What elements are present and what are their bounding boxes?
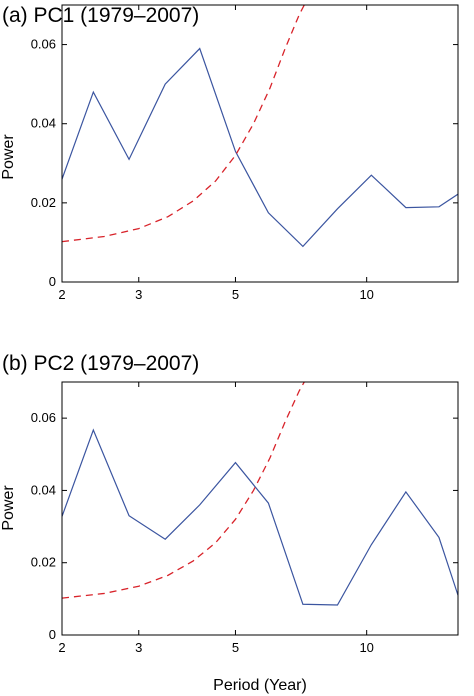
power-spectrum-line-b [62, 428, 458, 606]
x-tick-label: 3 [135, 640, 142, 655]
x-tick-label: 2 [58, 287, 65, 302]
plot-frame-a [61, 4, 459, 283]
x-axis-ticks-b: 2 3 5 10 [58, 382, 374, 655]
y-axis-ticks-b: 0 0.02 0.04 0.06 [31, 410, 458, 642]
x-tick-label: 2 [58, 640, 65, 655]
x-tick-label: 10 [359, 640, 373, 655]
chart-title-a: (a) PC1 (1979–2007) [2, 4, 199, 27]
chart-panel-b: (b) PC2 (1979–2007) 00.020.040.06 2 3 5 10 … [0, 352, 459, 694]
plot-frame-b [61, 381, 459, 636]
y-tick-label: 0 [49, 627, 56, 642]
chart-title-b: (b) PC2 (1979–2007) [2, 352, 199, 375]
y-tick-label: 0.04 [31, 482, 56, 497]
y-tick-label: 0.04 [31, 116, 56, 131]
y-tick-label: 0.06 [31, 37, 56, 52]
x-axis-label: Period (Year) [213, 677, 307, 694]
plot-area-a [62, 5, 458, 248]
x-tick-label: 5 [232, 287, 239, 302]
x-tick-label: 3 [135, 287, 142, 302]
y-axis-ticks-a: 0 0.02 0.04 0.06 [31, 37, 458, 289]
x-tick-label: 5 [232, 640, 239, 655]
chart-panel-a: (a) PC1 (1979–2007) 00.020.040.06 2 3 5 10 … [0, 4, 459, 302]
y-tick-label: 0.02 [31, 195, 56, 210]
significance-curve-b [62, 382, 306, 599]
plot-area-b [62, 382, 458, 606]
y-tick-label: 0.06 [31, 410, 56, 425]
x-tick-label: 10 [359, 287, 373, 302]
significance-curve-a [62, 5, 306, 243]
y-axis-label-b: Power [0, 485, 17, 531]
y-axis-label-a: Power [0, 134, 17, 180]
power-spectrum-line-a [62, 47, 458, 248]
y-tick-label: 0.02 [31, 555, 56, 570]
y-tick-label: 0 [49, 274, 56, 289]
x-axis-ticks-a: 2 3 5 10 [58, 5, 374, 302]
